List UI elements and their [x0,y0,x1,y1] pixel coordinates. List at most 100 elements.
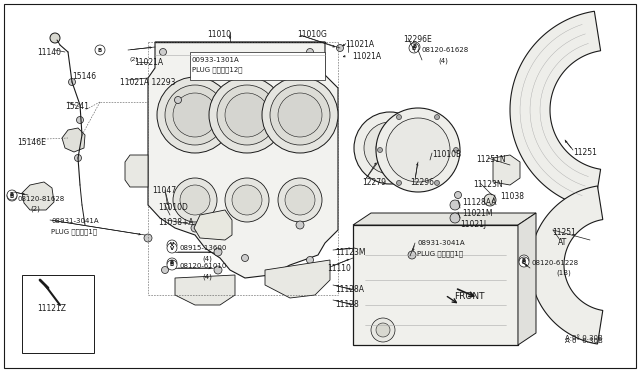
Text: PLUG プラグ（12）: PLUG プラグ（12） [192,66,243,73]
Circle shape [397,180,401,185]
Text: 11251: 11251 [573,148,597,157]
Circle shape [191,224,199,232]
Circle shape [278,178,322,222]
Text: 11110: 11110 [327,264,351,273]
Circle shape [450,200,460,210]
Text: B: B [10,192,14,198]
Circle shape [74,154,81,161]
Polygon shape [265,260,330,298]
Circle shape [371,318,395,342]
Circle shape [386,118,450,182]
Text: 11047: 11047 [152,186,176,195]
Text: 11021J: 11021J [460,220,486,229]
Text: B: B [170,260,174,266]
Text: 11010G: 11010G [297,30,327,39]
Bar [353,225,518,345]
Circle shape [165,85,225,145]
Circle shape [484,194,496,206]
Polygon shape [62,128,85,152]
Circle shape [364,122,416,174]
Circle shape [159,48,166,55]
Circle shape [241,254,248,262]
Circle shape [519,257,529,267]
Circle shape [408,251,416,259]
Circle shape [378,148,383,153]
Text: A·0° 0.30B: A·0° 0.30B [565,335,603,341]
Text: (1B): (1B) [556,270,571,276]
Circle shape [232,185,262,215]
Circle shape [161,266,168,273]
Text: 08120-61628: 08120-61628 [421,47,468,53]
Circle shape [7,191,17,201]
Polygon shape [530,186,603,344]
Polygon shape [510,11,600,209]
Text: 08120-81628: 08120-81628 [17,196,64,202]
Text: V: V [170,246,174,250]
Text: 12296E: 12296E [403,35,432,44]
Text: 11038+A: 11038+A [158,218,194,227]
Text: (4): (4) [202,256,212,263]
Text: 15146E: 15146E [17,138,46,147]
Circle shape [157,77,233,153]
Circle shape [77,116,83,124]
Circle shape [175,96,182,103]
Text: 11128A: 11128A [335,285,364,294]
Circle shape [278,93,322,137]
Circle shape [307,257,314,263]
Circle shape [50,33,60,43]
Text: 11021A: 11021A [345,40,374,49]
Circle shape [397,115,401,119]
Polygon shape [175,275,235,305]
Text: 11021A 12293: 11021A 12293 [120,78,175,87]
Circle shape [307,48,314,55]
Text: 11021A: 11021A [352,52,381,61]
Circle shape [180,185,210,215]
Text: B: B [522,257,526,263]
Polygon shape [493,155,520,185]
Polygon shape [518,213,536,345]
Circle shape [435,115,440,119]
Text: 11021M: 11021M [462,209,493,218]
Text: 12279: 12279 [362,178,386,187]
Text: 11121Z: 11121Z [37,304,66,313]
Circle shape [337,45,344,51]
Text: 11140: 11140 [37,48,61,57]
Circle shape [95,45,105,55]
Circle shape [217,85,277,145]
Text: 11010D: 11010D [158,203,188,212]
Circle shape [225,93,269,137]
Text: 08120-61228: 08120-61228 [531,260,578,266]
Circle shape [285,185,315,215]
Text: B: B [413,45,417,49]
Text: 11123M: 11123M [335,248,365,257]
Circle shape [214,248,222,256]
Circle shape [68,78,76,86]
Text: 11010B: 11010B [432,150,461,159]
Text: (2): (2) [130,57,139,62]
Text: 11038: 11038 [500,192,524,201]
Text: FRONT: FRONT [454,292,484,301]
Circle shape [376,134,404,162]
Circle shape [450,213,460,223]
Circle shape [435,180,440,185]
Text: (4): (4) [202,273,212,279]
Circle shape [173,93,217,137]
Circle shape [376,323,390,337]
Circle shape [173,178,217,222]
Text: AT: AT [558,238,567,247]
Text: (4): (4) [438,57,448,64]
Circle shape [296,221,304,229]
Polygon shape [458,215,511,238]
Circle shape [454,192,461,199]
Circle shape [225,178,269,222]
Text: 08931-3041A: 08931-3041A [417,240,465,246]
Circle shape [167,240,177,250]
Circle shape [167,243,177,253]
Text: 00933-1301A: 00933-1301A [192,57,240,63]
Text: 11128AA: 11128AA [462,198,497,207]
Polygon shape [148,42,338,278]
Circle shape [262,77,338,153]
Circle shape [209,77,285,153]
Circle shape [454,148,458,153]
Circle shape [144,234,152,242]
